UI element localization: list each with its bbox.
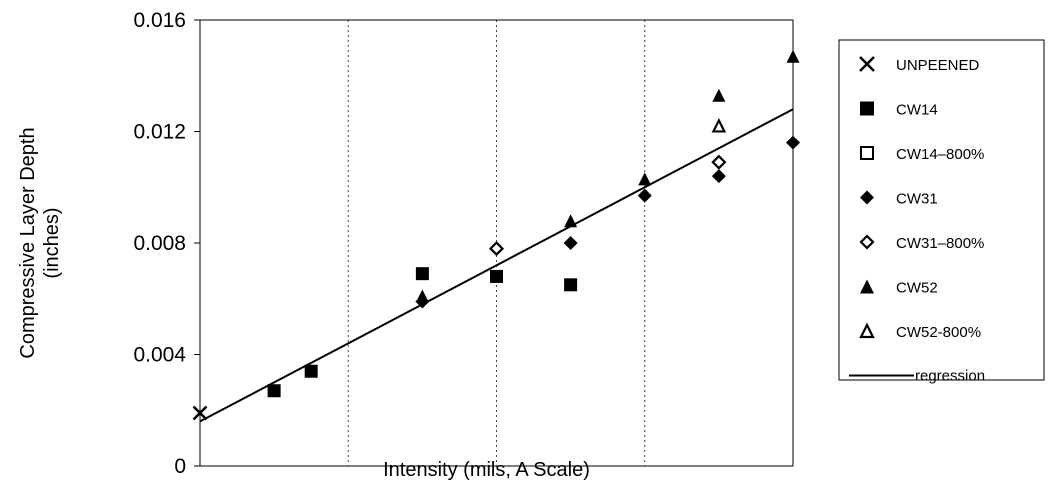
legend-label: regression bbox=[915, 368, 985, 385]
legend-marker bbox=[860, 146, 874, 160]
legend-marker bbox=[859, 234, 875, 250]
data-point bbox=[786, 135, 800, 150]
y-tick-label: 0.016 bbox=[133, 9, 186, 32]
legend-item: CW14–800% bbox=[860, 146, 984, 163]
data-point bbox=[415, 267, 429, 281]
series-cw31 bbox=[415, 135, 800, 309]
data-point bbox=[786, 49, 800, 63]
y-tick-label: 0 bbox=[174, 455, 186, 478]
data-point bbox=[637, 188, 652, 203]
data-point bbox=[564, 278, 578, 292]
data-point bbox=[267, 384, 281, 398]
series-cw31-800- bbox=[488, 154, 727, 257]
data-point bbox=[490, 269, 503, 283]
y-tick-label: 0.012 bbox=[133, 121, 186, 144]
legend-marker bbox=[860, 279, 874, 294]
x-tick-label: 0 bbox=[194, 479, 206, 481]
legend-item: CW14 bbox=[860, 101, 938, 119]
legend-label: CW31 bbox=[896, 191, 938, 208]
x-tick-label: 16 bbox=[781, 479, 804, 481]
y-axis-title-line-2: (inches) bbox=[41, 207, 63, 278]
legend-label: UNPEENED bbox=[896, 57, 980, 74]
series-unpeened bbox=[192, 405, 208, 421]
legend-box bbox=[838, 39, 1045, 381]
data-point bbox=[712, 88, 726, 102]
legend-marker bbox=[860, 101, 874, 116]
data-point bbox=[638, 172, 652, 186]
data-point bbox=[711, 169, 726, 184]
data-point bbox=[711, 117, 727, 133]
legend-marker bbox=[860, 190, 874, 205]
legend-item: regression bbox=[849, 368, 985, 385]
series-cw52 bbox=[415, 49, 800, 303]
legend-label: CW52-800% bbox=[896, 324, 981, 341]
y-tick-label: 0.008 bbox=[133, 232, 186, 255]
legend-label: CW14–800% bbox=[896, 146, 984, 163]
legend-label: CW52 bbox=[896, 280, 938, 297]
data-point bbox=[192, 405, 208, 421]
data-point bbox=[711, 154, 727, 170]
gridlines bbox=[347, 20, 646, 466]
legend: UNPEENED CW14 CW14–800% CW31 CW31–800% CW52 CW… bbox=[838, 39, 1045, 385]
x-axis-title: Intensity (mils, A Scale) bbox=[383, 459, 590, 481]
y-axis-title-line-1: Compressive Layer Depth bbox=[17, 127, 39, 358]
x-tick-label: 12 bbox=[633, 479, 656, 481]
legend-marker bbox=[859, 322, 875, 339]
legend-marker bbox=[859, 56, 875, 72]
data-point bbox=[563, 236, 578, 250]
legend-item: CW31 bbox=[860, 190, 938, 208]
data-point bbox=[415, 289, 429, 303]
x-tick-label: 4 bbox=[342, 479, 354, 481]
series-cw52-800- bbox=[711, 117, 727, 133]
regression-line bbox=[199, 108, 794, 423]
y-tick-label: 0.004 bbox=[133, 344, 186, 367]
x-tick-label: 8 bbox=[491, 479, 503, 481]
series-regression bbox=[199, 108, 794, 423]
legend-label: CW14 bbox=[896, 102, 938, 119]
data-point bbox=[488, 241, 505, 257]
legend-item: CW31–800% bbox=[859, 234, 984, 252]
data-series bbox=[192, 49, 800, 423]
y-axis-title: Compressive Layer Depth (inches) bbox=[17, 127, 63, 358]
legend-item: UNPEENED bbox=[859, 56, 980, 74]
axis-ticks: 0 4 8 12 16 0 0.004 0.008 0.012 0.016 bbox=[133, 9, 804, 481]
legend-label: CW31–800% bbox=[896, 235, 984, 252]
legend-item: CW52-800% bbox=[859, 322, 981, 341]
series-cw14 bbox=[267, 267, 578, 398]
legend-item: CW52 bbox=[860, 279, 938, 297]
data-point bbox=[304, 364, 318, 378]
